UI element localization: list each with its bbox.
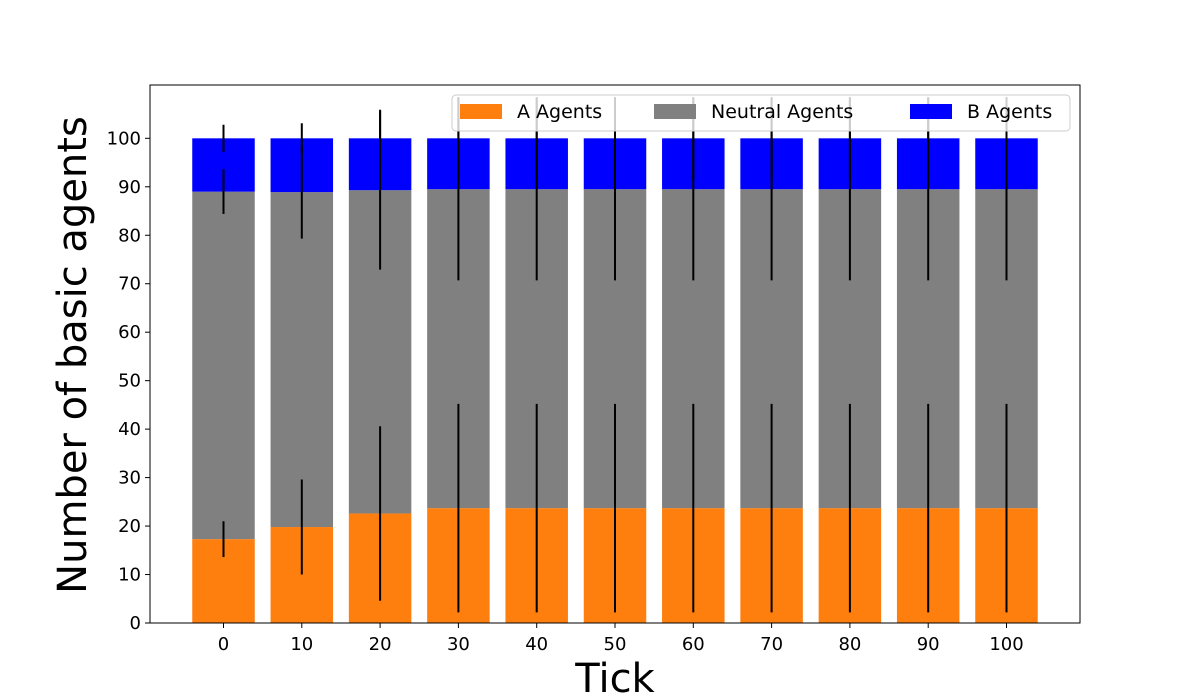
y-tick-label-10: 10 bbox=[118, 565, 141, 586]
legend-label-a-agents: A Agents bbox=[517, 101, 602, 123]
y-tick-label-100: 100 bbox=[107, 128, 141, 149]
x-tick-label-60: 60 bbox=[682, 634, 705, 655]
legend-item-neutral-agents: Neutral Agents bbox=[654, 101, 853, 123]
x-tick-label-20: 20 bbox=[369, 634, 392, 655]
bar-neutral-agents-10 bbox=[270, 192, 334, 528]
x-tick-label-90: 90 bbox=[917, 634, 940, 655]
x-tick-label-30: 30 bbox=[447, 634, 470, 655]
x-tick-label-70: 70 bbox=[760, 634, 783, 655]
legend-item-b-agents: B Agents bbox=[910, 101, 1052, 123]
y-tick-label-30: 30 bbox=[118, 468, 141, 489]
x-axis-title: Tick bbox=[574, 656, 655, 700]
x-tick-label-50: 50 bbox=[604, 634, 627, 655]
legend-swatch-b-agents bbox=[910, 104, 952, 119]
x-tick-label-40: 40 bbox=[525, 634, 548, 655]
x-axis: 0 10 20 30 40 50 60 70 80 90 100 bbox=[218, 623, 1024, 655]
legend-label-neutral-agents: Neutral Agents bbox=[711, 101, 853, 123]
bar-neutral-agents-0 bbox=[192, 191, 255, 540]
error-bars-layer bbox=[222, 97, 1008, 613]
legend-item-a-agents: A Agents bbox=[460, 101, 602, 123]
y-tick-label-80: 80 bbox=[118, 225, 141, 246]
legend: A Agents Neutral Agents B Agents bbox=[451, 94, 1071, 132]
x-tick-label-100: 100 bbox=[989, 634, 1023, 655]
y-tick-label-60: 60 bbox=[118, 322, 141, 343]
y-tick-label-50: 50 bbox=[118, 371, 141, 392]
legend-swatch-neutral-agents bbox=[654, 104, 696, 119]
plot-area: 0 10 20 30 40 50 60 70 80 90 100 0 10 20 30 40 50 60 70 80… bbox=[107, 84, 1081, 655]
y-tick-label-40: 40 bbox=[118, 419, 141, 440]
x-tick-label-0: 0 bbox=[218, 634, 229, 655]
y-axis-title: Number of basic agents bbox=[50, 116, 96, 594]
legend-label-b-agents: B Agents bbox=[967, 101, 1052, 123]
x-tick-label-10: 10 bbox=[290, 634, 313, 655]
y-tick-label-90: 90 bbox=[118, 177, 141, 198]
y-tick-label-70: 70 bbox=[118, 274, 141, 295]
x-tick-label-80: 80 bbox=[838, 634, 861, 655]
y-tick-label-0: 0 bbox=[130, 613, 141, 634]
y-axis: 0 10 20 30 40 50 60 70 80 90 100 bbox=[107, 128, 150, 634]
y-tick-label-20: 20 bbox=[118, 516, 141, 537]
legend-swatch-a-agents bbox=[460, 104, 502, 119]
